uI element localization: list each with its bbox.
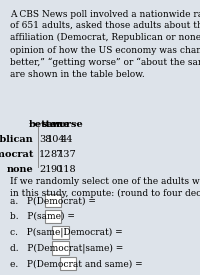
Text: 38: 38 [39,135,51,144]
Text: 118: 118 [58,165,76,174]
Text: a.   P(Democrat) =: a. P(Democrat) = [10,196,96,205]
Text: 12: 12 [39,150,51,159]
Text: 104: 104 [47,135,65,144]
Text: Democrat: Democrat [0,150,34,159]
Text: d.   P(Democrat|same) =: d. P(Democrat|same) = [10,243,124,253]
Text: b.   P(same) =: b. P(same) = [10,212,75,221]
Text: 44: 44 [61,135,73,144]
Text: e.   P(Democrat and same) =: e. P(Democrat and same) = [10,259,143,268]
Text: better: better [28,120,62,129]
Text: none: none [7,165,34,174]
Text: If we randomly select one of the adults who participated
in this study, compute:: If we randomly select one of the adults … [10,177,200,198]
FancyBboxPatch shape [45,194,61,207]
FancyBboxPatch shape [52,226,69,239]
FancyBboxPatch shape [45,210,61,223]
Text: 21: 21 [39,165,51,174]
Text: worse: worse [51,120,83,129]
Text: Republican: Republican [0,135,34,144]
Text: same: same [42,120,70,129]
FancyBboxPatch shape [60,257,76,270]
Text: 137: 137 [58,150,76,159]
Text: c.   P(same|Democrat) =: c. P(same|Democrat) = [10,227,123,237]
FancyBboxPatch shape [52,241,69,255]
Text: A CBS News poll involved a nationwide random sample
of 651 adults, asked those a: A CBS News poll involved a nationwide ra… [10,10,200,79]
Text: 87: 87 [50,150,62,159]
Text: 90: 90 [50,165,62,174]
